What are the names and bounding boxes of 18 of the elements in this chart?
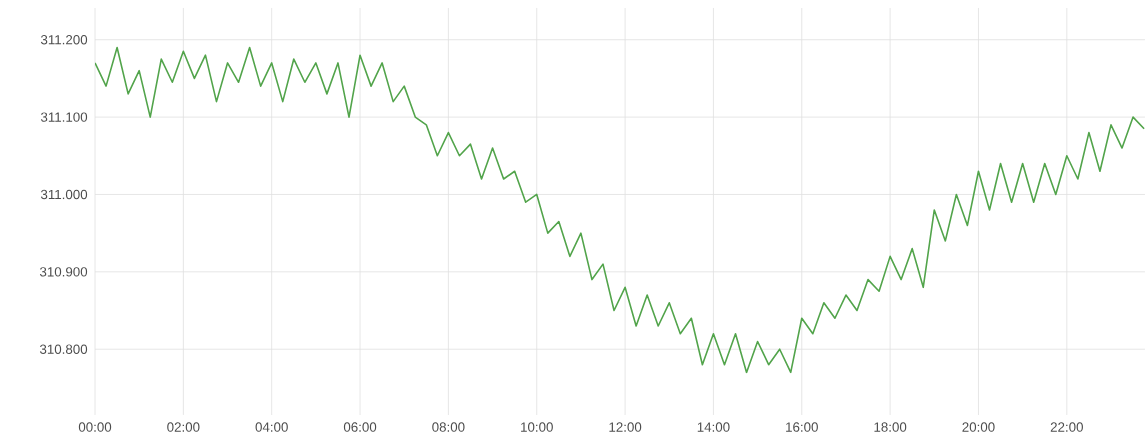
x-tick-label: 12:00 (609, 422, 642, 432)
x-tick-label: 14:00 (697, 422, 730, 432)
x-tick-label: 04:00 (255, 422, 288, 432)
y-tick-label: 311.100 (40, 112, 88, 122)
x-tick-label: 20:00 (962, 422, 995, 432)
y-tick-label: 311.000 (40, 189, 88, 200)
y-tick-label: 311.200 (40, 35, 88, 45)
x-tick-label: 02:00 (167, 422, 200, 432)
x-tick-label: 18:00 (874, 422, 907, 432)
x-tick-label: 08:00 (432, 422, 465, 432)
x-tick-label: 10:00 (521, 422, 553, 432)
x-tick-label: 22:00 (1050, 422, 1083, 432)
x-tick-label: 16:00 (786, 422, 818, 432)
x-tick-label: 06:00 (343, 422, 377, 432)
x-tick-label: 00:00 (78, 422, 112, 432)
y-tick-label: 310.900 (39, 267, 88, 277)
y-tick-label: 310.800 (39, 344, 88, 354)
line-series (95, 46, 1145, 374)
